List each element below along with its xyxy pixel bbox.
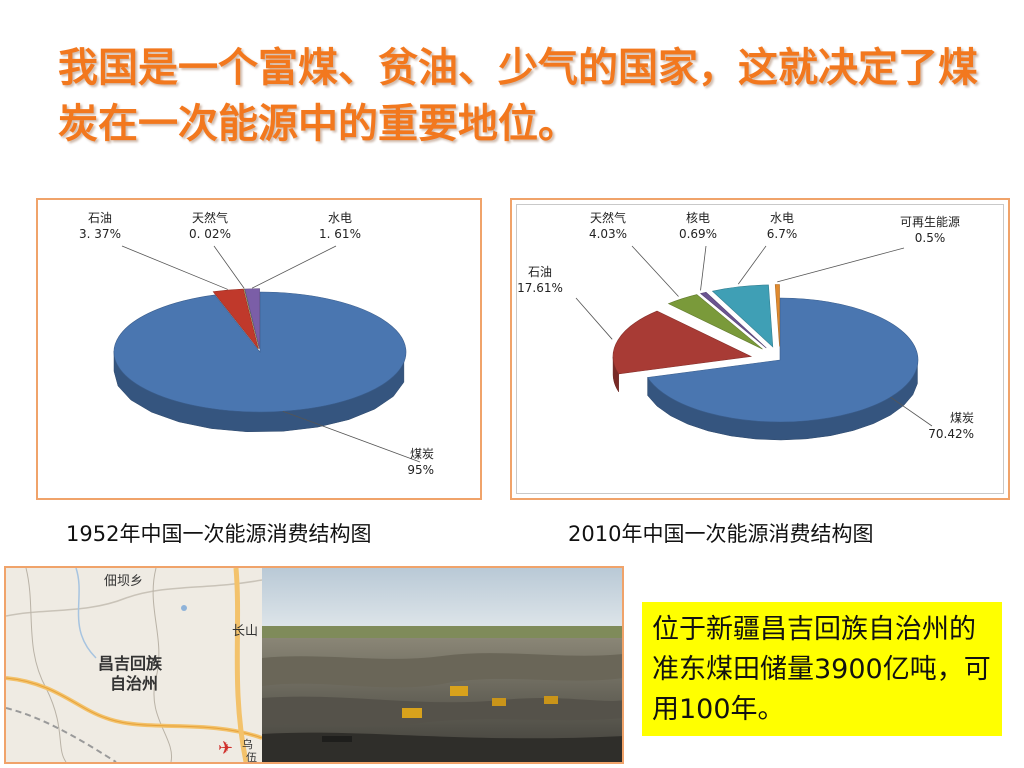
map-label-wu: 乌: [242, 738, 253, 751]
chart-2010-inner-border: [516, 204, 1004, 494]
caption-2010: 2010年中国一次能源消费结构图: [568, 522, 874, 546]
leader-line-3: [251, 245, 337, 289]
slice-name-label: 水电: [770, 211, 794, 225]
map-label-extra: 伍: [246, 751, 257, 764]
slice-value-label: 0. 02%: [189, 227, 231, 241]
slice-name-label: 天然气: [192, 210, 228, 225]
slide-title: 我国是一个富煤、贫油、少气的国家，这就决定了煤炭在一次能源中的重要地位。: [58, 45, 978, 147]
map-label-town: 佃坝乡: [104, 574, 144, 589]
slice-value-label: 17.61%: [517, 281, 563, 295]
pie-chart-2010-svg: 煤炭 70.42% 石油 17.61% 天然气 4.03% 核电 0.69% 水电 6.7% 可再生…: [517, 210, 974, 441]
leader-line-0: [890, 396, 933, 427]
slice-value-label: 3. 37%: [79, 227, 121, 241]
slice-value-label: 4.03%: [589, 227, 627, 241]
pie-chart-1952-svg: 煤炭 95% 石油 3. 37% 天然气 0. 02% 水电 1. 61%: [79, 210, 434, 477]
slice-name-label: 天然气: [590, 210, 626, 225]
slice-name-label: 可再生能源: [900, 215, 960, 229]
pie-slice-1: [212, 288, 259, 349]
slice-value-label: 70.42%: [928, 427, 974, 441]
slice-value-label: 1. 61%: [319, 227, 361, 241]
leader-line-1: [121, 245, 228, 290]
map-roads: [6, 568, 262, 762]
map-label-prefecture-2: 自治州: [110, 674, 159, 693]
leader-line-5: [777, 247, 905, 283]
pie-chart-1952: 煤炭 95% 石油 3. 37% 天然气 0. 02% 水电 1. 61%: [36, 198, 482, 500]
coal-reserve-note: 位于新疆昌吉回族自治州的准东煤田储量3900亿吨，可用100年。: [642, 602, 1002, 736]
slice-name-label: 水电: [328, 211, 352, 225]
leader-line-2: [631, 245, 679, 297]
slice-value-label: 0.5%: [915, 231, 946, 245]
pie-slice-5: [774, 284, 780, 347]
pie-chart-2010: 煤炭 70.42% 石油 17.61% 天然气 4.03% 核电 0.69% 水电 6.7% 可再生…: [510, 198, 1010, 500]
map-photo-frame: 佃坝乡 长山 昌吉回族 自治州 乌 伍 ✈: [4, 566, 624, 764]
coal-mine-photo: [262, 568, 622, 762]
caption-1952: 1952年中国一次能源消费结构图: [66, 522, 372, 546]
leader-line-2: [213, 245, 245, 289]
slice-name-label: 石油: [528, 265, 552, 279]
pie-slice-0: [113, 291, 407, 413]
leader-line-4: [737, 245, 767, 285]
pie-slice-0: [647, 297, 919, 423]
slice-name-label: 核电: [686, 211, 710, 225]
slice-name-label: 煤炭: [410, 447, 434, 461]
pie-slice-2: [243, 288, 260, 349]
pie-slice-4: [711, 284, 774, 348]
slice-value-label: 0.69%: [679, 227, 717, 241]
map-label-changshan: 长山: [232, 624, 259, 639]
slice-value-label: 95%: [407, 463, 434, 477]
pie-slice-2: [667, 294, 763, 350]
airplane-icon: ✈: [218, 738, 234, 759]
leader-line-3: [700, 245, 707, 291]
location-map: 佃坝乡 长山 昌吉回族 自治州 乌 伍 ✈: [6, 568, 262, 762]
pie-slice-1: [612, 310, 753, 375]
slice-value-label: 6.7%: [767, 227, 798, 241]
pie-slice-3: [244, 288, 260, 349]
leader-line-0: [282, 410, 421, 463]
map-label-prefecture-1: 昌吉回族: [98, 654, 163, 673]
slice-name-label: 煤炭: [950, 411, 974, 425]
leader-line-1: [575, 297, 613, 340]
coal-mine-scene: [262, 568, 622, 762]
slice-name-label: 石油: [88, 211, 112, 225]
pie-slice-3: [699, 291, 767, 349]
